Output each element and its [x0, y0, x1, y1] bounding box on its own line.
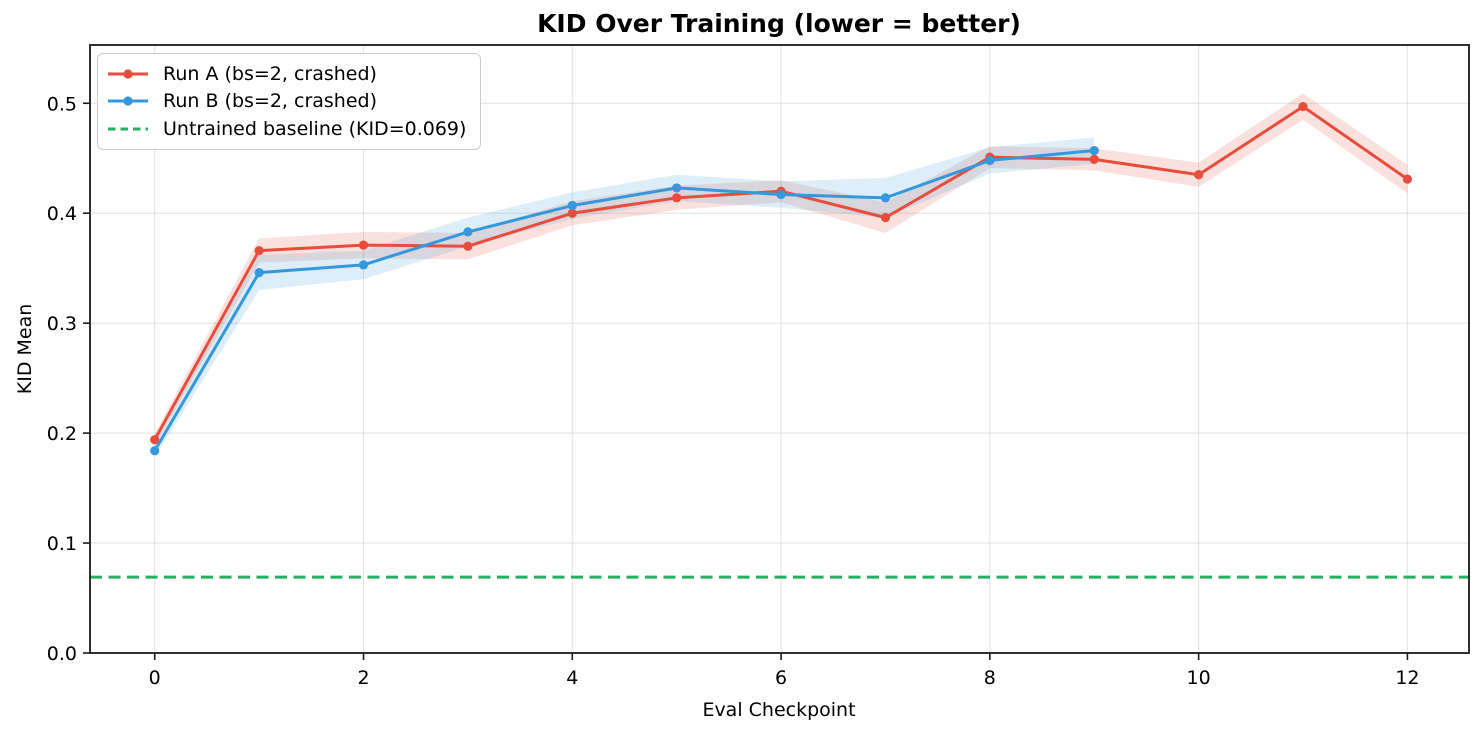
run-a-marker	[1402, 174, 1413, 184]
y-axis-label: KID Mean	[14, 304, 36, 395]
chart-title: KID Over Training (lower = better)	[537, 9, 1021, 38]
x-tick-label: 12	[1395, 667, 1419, 689]
y-tick-label: 0.3	[47, 313, 77, 335]
run-a-marker	[358, 240, 369, 250]
run-a-marker	[1194, 170, 1204, 180]
legend-line-marker-icon	[108, 96, 148, 106]
x-tick-label: 8	[984, 667, 996, 689]
x-tick-label: 4	[566, 667, 578, 689]
run-b-marker	[463, 227, 473, 237]
legend-item: Untrained baseline (KID=0.069)	[107, 115, 466, 143]
legend-item-label: Run B (bs=2, crashed)	[163, 90, 378, 113]
y-tick-label: 0.5	[47, 93, 77, 115]
legend-line-marker-icon	[108, 69, 148, 79]
legend-item-label: Untrained baseline (KID=0.069)	[163, 117, 467, 140]
run-a-marker	[463, 241, 473, 251]
run-a-marker	[1298, 101, 1308, 112]
run-b-marker	[776, 189, 786, 200]
run-a-error-band	[154, 93, 1408, 447]
x-axis-label: Eval Checkpoint	[702, 699, 855, 721]
run-a-marker	[254, 245, 264, 256]
run-b-marker	[985, 155, 995, 166]
run-b-line	[153, 149, 1096, 453]
run-b-marker	[150, 446, 160, 456]
run-b-marker	[672, 183, 682, 193]
line-layer	[90, 101, 1469, 579]
run-b-marker	[358, 260, 369, 270]
legend-item: Run B (bs=2, crashed)	[107, 88, 466, 116]
run-a-marker	[567, 208, 577, 218]
y-tick-label: 0.2	[47, 423, 77, 445]
error-band-layer	[154, 93, 1408, 458]
x-tick-label: 0	[149, 667, 161, 689]
run-a-marker	[880, 213, 891, 223]
run-b-error-band	[154, 137, 1095, 458]
tick-layer: 0 2 4 6 8 10 12 0.0 0.1 0.2 0.3 0.4 0.5	[47, 93, 1420, 689]
x-tick-label: 2	[357, 667, 369, 689]
legend-item-label: Run A (bs=2, crashed)	[163, 62, 377, 85]
run-b-marker	[254, 267, 264, 278]
y-tick-label: 0.1	[47, 533, 77, 555]
x-tick-label: 6	[775, 667, 787, 689]
legend-dashed-line-icon	[108, 127, 148, 131]
run-a-marker	[150, 435, 160, 445]
run-b-marker	[1089, 145, 1099, 156]
run-b-marker	[567, 200, 577, 211]
frame-layer	[89, 44, 1470, 654]
run-a-marker	[672, 193, 682, 203]
plot-border	[89, 44, 1470, 654]
run-a-marker	[1089, 154, 1099, 164]
y-tick-label: 0.4	[47, 203, 77, 225]
grid-layer	[90, 45, 1469, 654]
run-b-marker	[880, 193, 891, 203]
x-tick-label: 10	[1187, 667, 1211, 689]
legend-item: Run A (bs=2, crashed)	[107, 60, 466, 88]
legend: Run A (bs=2, crashed) Run B (bs=2, crashe…	[97, 53, 482, 150]
y-tick-label: 0.0	[47, 643, 77, 665]
